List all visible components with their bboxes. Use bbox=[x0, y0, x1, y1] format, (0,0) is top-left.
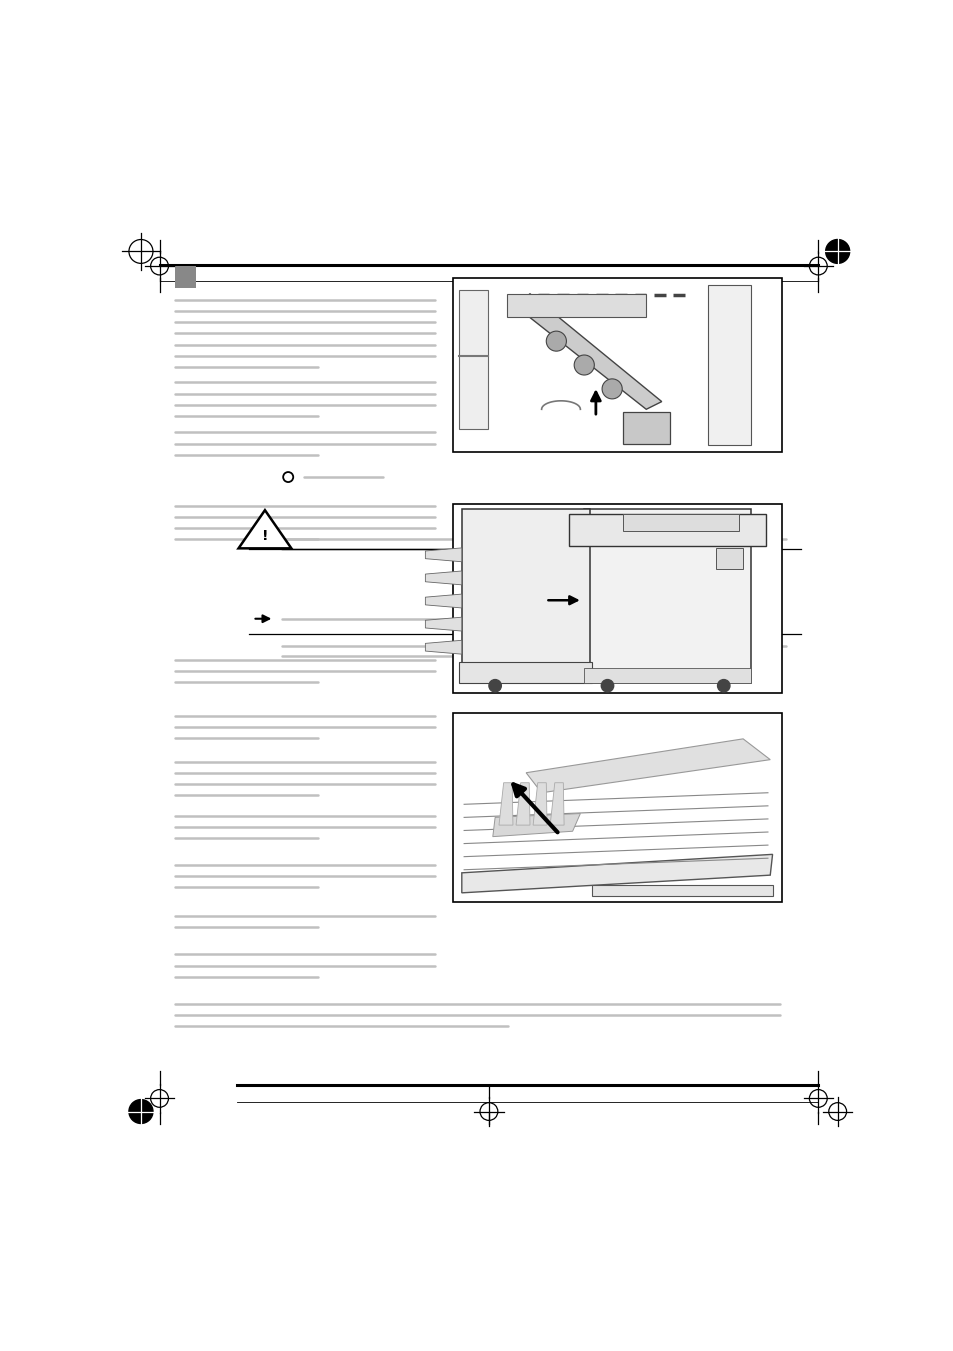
Circle shape bbox=[600, 680, 613, 692]
Bar bbox=[568, 513, 765, 546]
Polygon shape bbox=[516, 782, 530, 825]
Bar bbox=[452, 504, 781, 693]
Polygon shape bbox=[525, 739, 769, 793]
Polygon shape bbox=[592, 885, 772, 896]
Bar bbox=[452, 713, 781, 902]
Polygon shape bbox=[498, 782, 513, 825]
Polygon shape bbox=[514, 293, 661, 409]
Bar bbox=[458, 662, 592, 684]
Circle shape bbox=[546, 331, 566, 351]
Bar bbox=[622, 412, 669, 444]
Bar bbox=[583, 508, 750, 684]
Bar bbox=[452, 278, 781, 451]
Bar bbox=[506, 293, 645, 317]
Bar bbox=[716, 549, 742, 570]
Polygon shape bbox=[425, 549, 461, 562]
Circle shape bbox=[129, 1100, 152, 1124]
Bar bbox=[461, 509, 589, 666]
Circle shape bbox=[488, 680, 500, 692]
Polygon shape bbox=[493, 813, 579, 836]
Text: !: ! bbox=[261, 530, 268, 543]
Polygon shape bbox=[425, 640, 461, 654]
Polygon shape bbox=[425, 617, 461, 631]
Bar bbox=[622, 513, 739, 531]
Polygon shape bbox=[461, 854, 772, 893]
Polygon shape bbox=[238, 511, 291, 549]
Bar bbox=[707, 285, 750, 446]
Polygon shape bbox=[425, 571, 461, 585]
Bar bbox=[583, 667, 750, 684]
Circle shape bbox=[717, 680, 729, 692]
Bar bbox=[458, 290, 488, 428]
Polygon shape bbox=[425, 594, 461, 608]
Polygon shape bbox=[550, 782, 563, 825]
Bar bbox=[174, 266, 195, 288]
Circle shape bbox=[601, 378, 621, 399]
Circle shape bbox=[574, 355, 594, 376]
Circle shape bbox=[824, 239, 849, 263]
Polygon shape bbox=[533, 782, 546, 825]
